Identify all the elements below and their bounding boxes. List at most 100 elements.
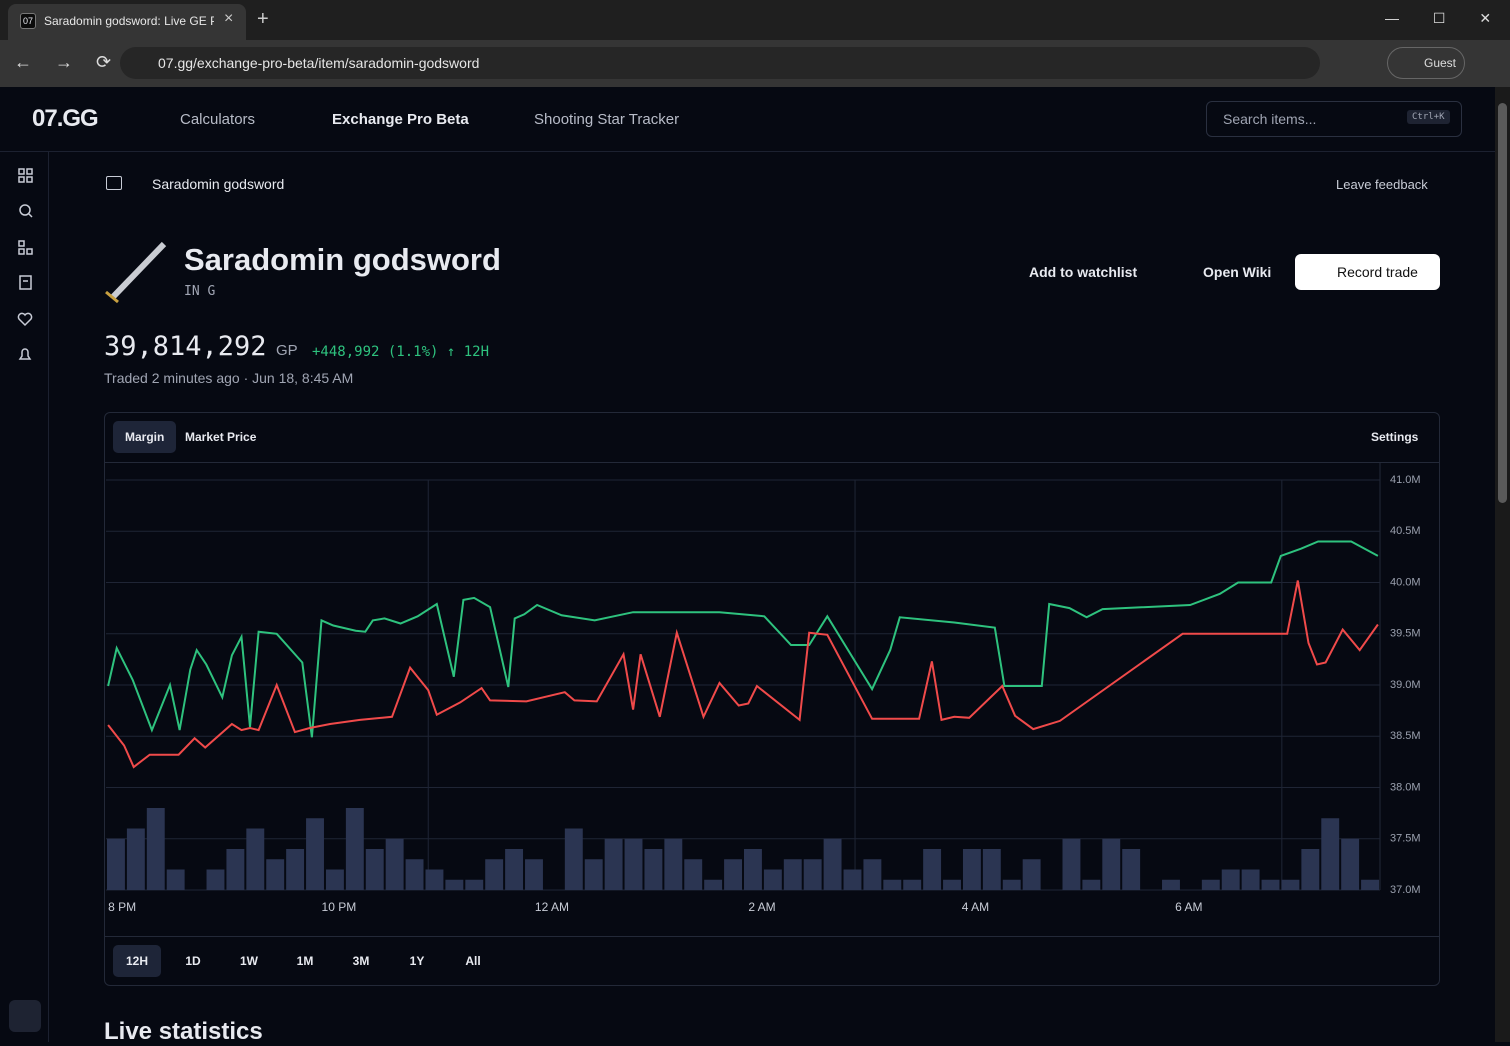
url: 07.gg/exchange-pro-beta/item/saradomin-g… (158, 55, 480, 71)
volume-bar (903, 879, 922, 890)
profile-button[interactable]: Guest (1387, 47, 1465, 79)
window-controls[interactable]: — ☐ ✕ (1385, 10, 1492, 26)
settings-button[interactable]: Settings (1371, 430, 1419, 444)
volume-bar (206, 869, 225, 890)
volume-bar (226, 849, 245, 890)
volume-bar (923, 849, 942, 890)
sidebar-toggle[interactable] (106, 176, 122, 190)
y-tick-label: 40.0M (1390, 576, 1421, 588)
range-button[interactable]: 12H (113, 945, 161, 977)
volume-bar (425, 869, 444, 890)
range-button[interactable]: 1Y (409, 954, 425, 968)
volume-bar (1281, 879, 1300, 890)
range-buttons: 12H 1D 1W 1M 3M 1Y All (113, 945, 497, 977)
chart-tab[interactable]: Margin (113, 421, 177, 453)
volume-bar (107, 838, 125, 890)
tab-close[interactable]: × (224, 10, 234, 27)
nav-item[interactable]: Exchange Pro Beta (332, 111, 469, 128)
address-bar[interactable]: 07.gg/exchange-pro-beta/item/saradomin-g… (120, 47, 1320, 79)
record-trade-button[interactable]: Record trade (1295, 254, 1440, 290)
x-tick-label: 6 AM (1175, 900, 1202, 914)
volume-bar (982, 849, 1001, 890)
watchlist-button[interactable]: Add to watchlist (1029, 264, 1138, 280)
item-icon (105, 241, 167, 304)
tab-strip (0, 0, 1510, 40)
volume-bar (724, 859, 742, 890)
range-button[interactable]: 1W (240, 954, 258, 968)
volume-bar (126, 828, 145, 890)
logo[interactable]: 07.GG (32, 105, 99, 132)
volume-bar (1261, 879, 1280, 890)
tab-icon: 07 (20, 13, 36, 29)
range-button[interactable]: All (465, 954, 481, 968)
chart-tab[interactable]: Market Price (185, 430, 257, 444)
y-tick-label: 38.0M (1390, 781, 1421, 793)
y-tick-label: 38.5M (1390, 730, 1421, 742)
feedback-link[interactable]: Leave feedback (1336, 177, 1428, 192)
scrollbar-thumb[interactable] (1498, 103, 1507, 503)
volume-bar (306, 818, 324, 890)
price-unit: GP (276, 342, 298, 359)
volume-bar (823, 838, 842, 890)
volume-bar (704, 879, 723, 890)
nav-item[interactable]: Calculators (180, 111, 256, 128)
divider (105, 462, 1439, 463)
search-box[interactable]: Search items... Ctrl+K (1206, 101, 1462, 137)
range-button[interactable]: 1M (296, 954, 314, 968)
y-tick-label: 40.5M (1390, 525, 1421, 537)
volume-bar (485, 859, 504, 890)
volume-bar (664, 838, 683, 890)
tab[interactable]: 07 Saradomin godsword: Live GE P × (8, 4, 246, 40)
volume-bar (445, 879, 464, 890)
volume-bar (1062, 838, 1081, 890)
volume-bar (1321, 818, 1340, 890)
volume-bar (246, 828, 265, 890)
scrollbar[interactable] (1495, 87, 1510, 1042)
volume-bar (843, 869, 862, 890)
volume-bar (962, 849, 981, 890)
section-title: Live statistics (104, 1018, 263, 1045)
volume-bar (505, 849, 524, 890)
volume-bar (1361, 879, 1379, 890)
nav-item[interactable]: Shooting Star Tracker (534, 111, 680, 128)
volume-bar (1022, 859, 1041, 890)
wiki-button[interactable]: Open Wiki (1203, 264, 1272, 280)
volume-bar (883, 879, 902, 890)
volume-bar (1341, 838, 1360, 890)
volume-bar (146, 808, 165, 890)
volume-bar (624, 838, 643, 890)
range-button[interactable]: 3M (352, 954, 370, 968)
volume-bar (1221, 869, 1240, 890)
volume-bar (286, 849, 305, 890)
volume-bar (604, 838, 623, 890)
app-header (0, 87, 1495, 152)
volume-bar (803, 859, 822, 890)
range-button[interactable]: 1D (185, 954, 201, 968)
profile-name: Guest (1424, 56, 1457, 70)
tab-title: Saradomin godsword: Live GE P (44, 14, 214, 28)
volume-bar (684, 859, 703, 890)
volume-bar (943, 879, 961, 890)
x-tick-label: 12 AM (535, 900, 569, 914)
volume-bar (783, 859, 802, 890)
new-tab[interactable]: + (257, 8, 269, 30)
account-button[interactable] (9, 1000, 41, 1032)
sidebar-icons[interactable] (0, 162, 48, 392)
nav-buttons[interactable]: ← → ⟳ (14, 52, 112, 72)
volume-bar (385, 838, 404, 890)
volume-bar (863, 859, 882, 890)
divider (105, 936, 1439, 937)
chart-panel: Margin Market Price Settings 12H 1D 1W 1M 3M… (104, 412, 1440, 986)
volume-bar (405, 859, 424, 890)
volume-bar (584, 859, 603, 890)
y-tick-label: 37.5M (1390, 833, 1421, 845)
x-tick-label: 10 PM (322, 900, 357, 914)
price: 39,814,292 (104, 331, 267, 362)
volume-bar (1201, 879, 1220, 890)
y-tick-label: 39.0M (1390, 679, 1421, 691)
volume-bar (1301, 849, 1320, 890)
volume-bar (763, 869, 782, 890)
y-tick-label: 41.0M (1390, 474, 1421, 486)
